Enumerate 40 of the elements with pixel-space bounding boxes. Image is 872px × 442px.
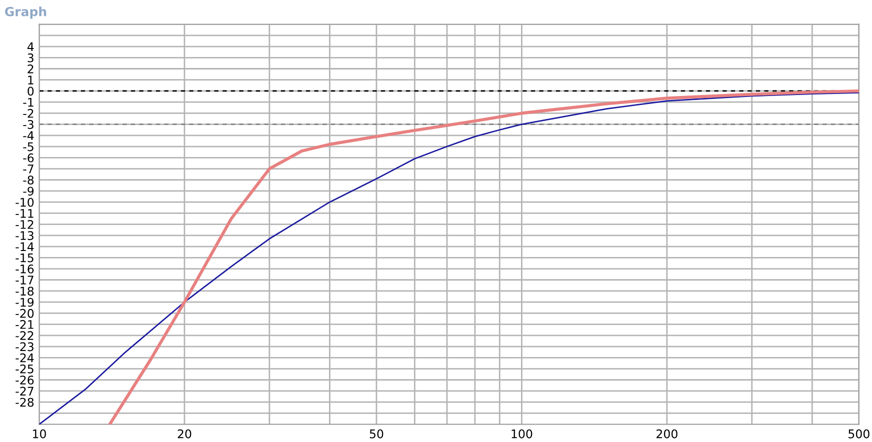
y-tick-label: -7 [23, 164, 34, 174]
y-tick-label: -12 [16, 220, 34, 229]
y-tick-label: -1 [23, 98, 34, 107]
y-tick-label: -17 [16, 276, 34, 284]
y-tick-label: -27 [16, 386, 34, 396]
x-tick-label: 50 [370, 429, 384, 438]
y-tick-label: -22 [16, 331, 34, 340]
y-tick-label: -5 [23, 142, 34, 152]
y-tick-label: -14 [16, 242, 34, 252]
y-tick-label: -20 [16, 308, 34, 318]
y-tick-label: -18 [16, 286, 34, 296]
y-tick-label: -9 [23, 186, 34, 196]
chart-title: Graph [4, 6, 46, 19]
y-tick-label: -26 [16, 376, 34, 385]
y-tick-label: 2 [28, 64, 34, 74]
y-tick-label: 3 [28, 53, 34, 62]
y-tick-label: -3 [23, 120, 34, 129]
y-tick-label: -6 [23, 153, 34, 162]
y-tick-label: -13 [16, 231, 34, 240]
x-tick-label: 200 [656, 429, 678, 438]
y-tick-label: -16 [16, 264, 34, 274]
y-tick-label: -28 [16, 398, 34, 407]
x-tick-label: 20 [178, 429, 192, 438]
y-tick-label: -2 [23, 108, 34, 118]
y-tick-label: -21 [16, 320, 34, 329]
y-tick-label: -10 [16, 198, 34, 207]
y-tick-label: 1 [28, 76, 34, 84]
y-tick-label: -19 [16, 298, 34, 307]
y-tick-label: -4 [23, 131, 34, 140]
y-tick-label: -15 [16, 254, 34, 262]
y-tick-label: 0 [28, 86, 34, 96]
y-tick-label: -23 [16, 342, 34, 352]
y-tick-label: -25 [16, 364, 34, 374]
y-tick-label: 4 [27, 42, 34, 52]
y-tick-label: -8 [23, 176, 34, 185]
x-tick-label: 10 [33, 429, 46, 438]
x-tick-label: 100 [512, 429, 532, 438]
y-tick-label: -11 [16, 209, 34, 218]
x-tick-label: 500 [848, 429, 870, 438]
y-tick-label: -24 [16, 353, 34, 362]
